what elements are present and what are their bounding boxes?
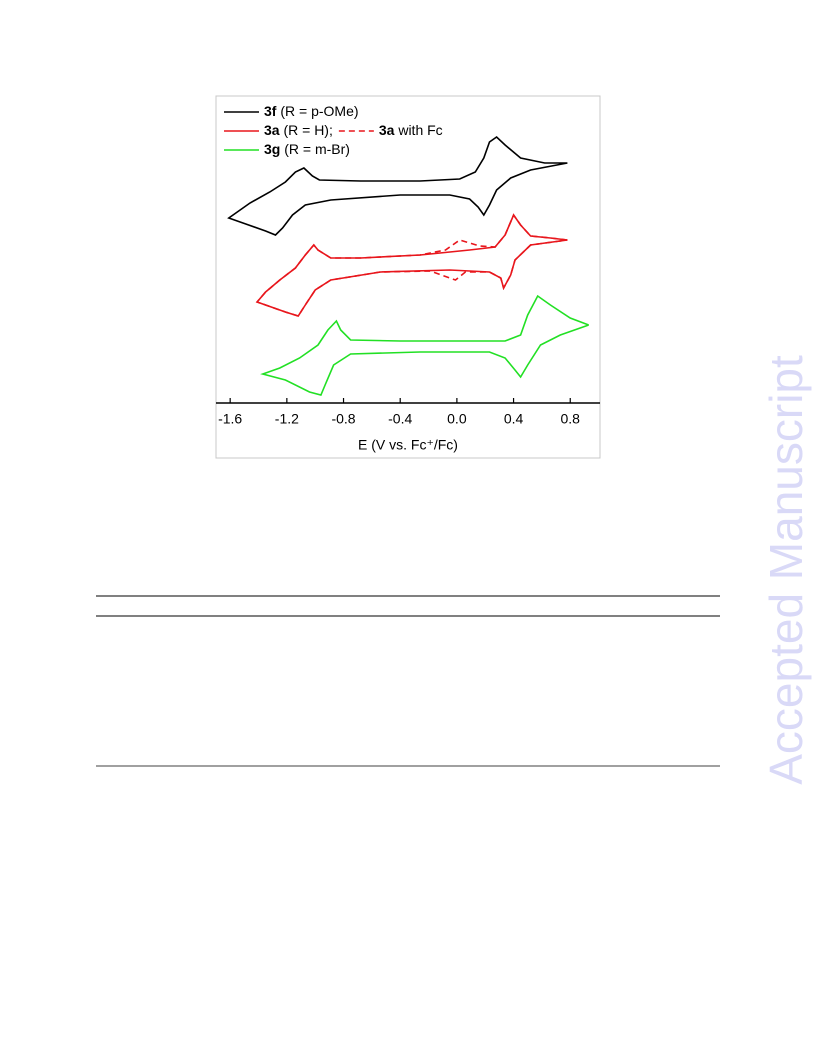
cv-curve <box>255 213 568 317</box>
legend-label: 3a (R = H); <box>264 122 333 138</box>
watermark: Accepted Manuscript <box>760 355 812 785</box>
x-tick-label: 0.0 <box>447 411 467 427</box>
legend-label: 3f (R = p-OMe) <box>264 103 359 119</box>
chart-frame <box>215 95 601 459</box>
x-tick-label: -1.2 <box>275 411 299 427</box>
x-tick-label: 0.4 <box>504 411 524 427</box>
x-axis-label: E (V vs. Fc⁺/Fc) <box>358 437 458 453</box>
x-tick-label: -1.6 <box>218 411 242 427</box>
cv-curve <box>227 135 568 236</box>
cv-curve <box>255 213 568 317</box>
x-tick-label: -0.4 <box>388 411 412 427</box>
legend-label: 3a with Fc <box>379 122 443 138</box>
legend-label: 3g (R = m-Br) <box>264 141 350 157</box>
x-tick-label: -0.8 <box>331 411 355 427</box>
x-tick-label: 0.8 <box>561 411 581 427</box>
cv-curve <box>260 294 589 396</box>
